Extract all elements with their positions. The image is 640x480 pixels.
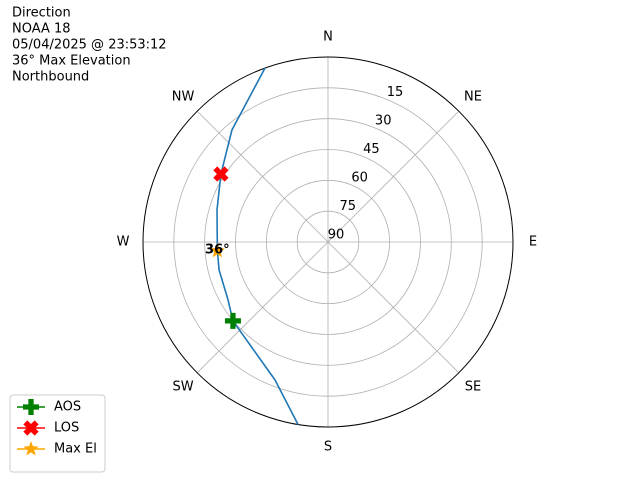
legend-marker <box>23 399 39 415</box>
marker-label: 36° <box>205 242 230 257</box>
direction-label: S <box>324 440 332 455</box>
direction-label: W <box>117 235 130 250</box>
direction-label: NE <box>464 90 482 105</box>
grid-spoke <box>196 241 329 374</box>
grid-spoke <box>327 110 460 243</box>
info-line: 36° Max Elevation <box>12 54 131 69</box>
info-line: 05/04/2025 @ 23:53:12 <box>12 38 167 53</box>
info-line: Northbound <box>12 70 89 85</box>
pass-marker <box>224 312 241 329</box>
grid-spoke <box>196 110 329 243</box>
direction-label: SE <box>465 379 481 394</box>
legend-marker <box>23 420 39 436</box>
legend-label: LOS <box>54 421 79 436</box>
r-tick-label: 45 <box>363 142 380 157</box>
info-line: Direction <box>12 6 71 21</box>
info-line: NOAA 18 <box>12 22 71 37</box>
r-tick-label: 30 <box>375 114 392 129</box>
grid-spoke <box>327 241 460 374</box>
direction-label: N <box>323 30 333 45</box>
track-line <box>216 67 299 425</box>
r-tick-label: 90 <box>328 228 345 243</box>
r-tick-label: 60 <box>351 171 368 186</box>
pass-marker <box>213 166 229 182</box>
r-tick-label: 75 <box>340 199 357 214</box>
legend-label: AOS <box>54 400 81 415</box>
legend-marker <box>23 441 39 456</box>
outer-frame <box>142 56 514 428</box>
legend-label: Max El <box>54 442 97 457</box>
pass-marker <box>209 242 225 258</box>
direction-label: NW <box>172 90 195 105</box>
direction-label: E <box>529 235 537 250</box>
r-tick-label: 15 <box>387 85 404 100</box>
direction-label: SW <box>172 379 193 394</box>
